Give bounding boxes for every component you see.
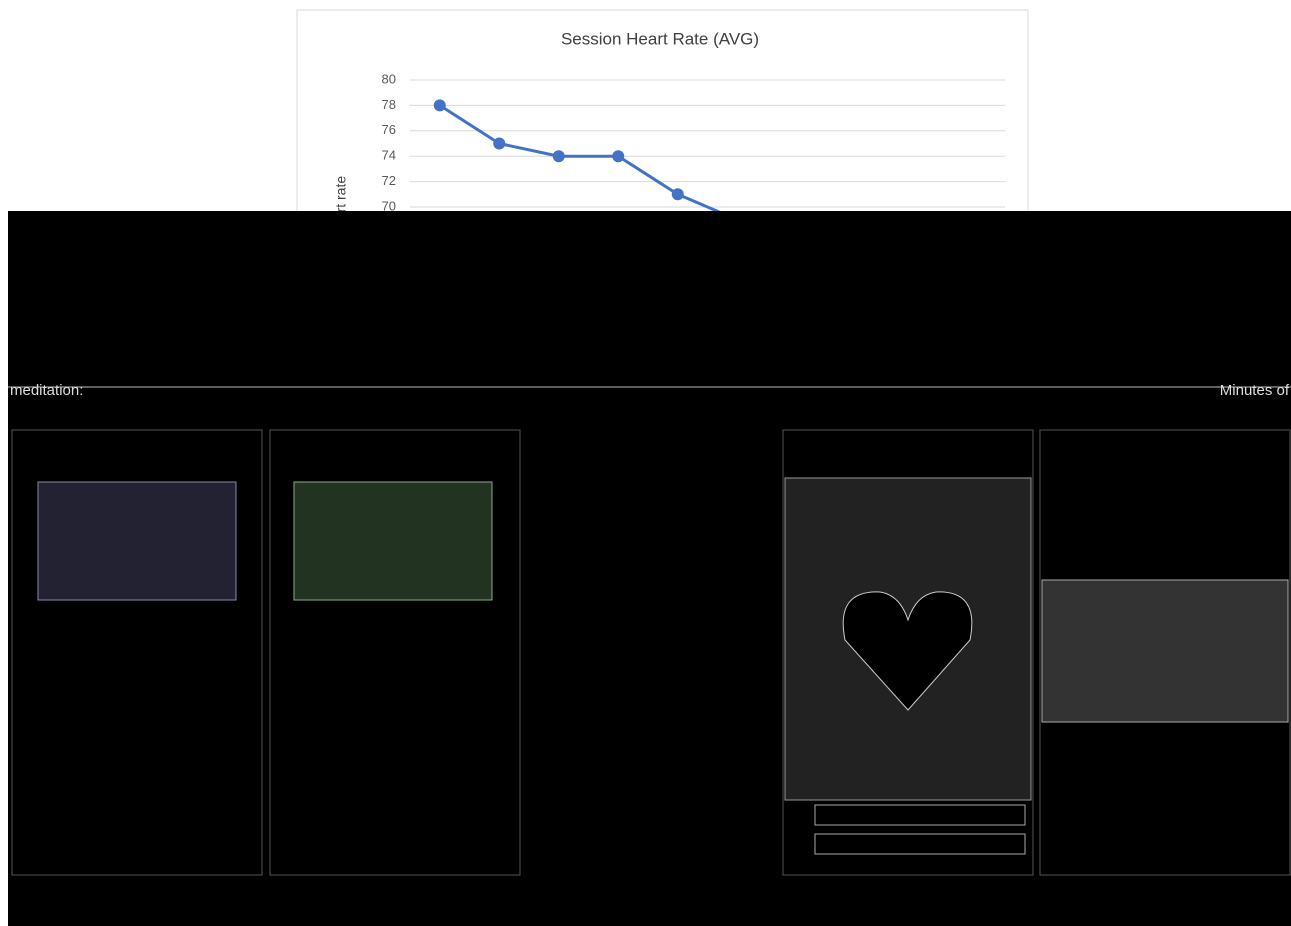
grass-image [294, 482, 492, 600]
y-tick-label: 78 [382, 97, 396, 112]
y-tick-label: 72 [382, 173, 396, 188]
video-frame [1042, 580, 1288, 722]
data-point [434, 99, 446, 111]
flower-image [38, 482, 236, 600]
data-point [672, 188, 684, 200]
document-screenshot: meditation: Minutes of [8, 211, 1291, 926]
page: Session Heart Rate (AVG) Heart rate 6062… [0, 0, 1291, 926]
left-heading: meditation: [10, 382, 83, 399]
right-heading: Minutes of [1220, 382, 1290, 399]
y-tick-label: 76 [382, 122, 396, 137]
y-tick-label: 80 [382, 71, 396, 86]
chart-title: Session Heart Rate (AVG) [561, 29, 759, 48]
data-point [493, 138, 505, 150]
data-point [612, 150, 624, 162]
y-tick-label: 74 [382, 148, 396, 163]
screen: Session Heart Rate (AVG) Heart rate 6062… [0, 0, 1291, 926]
data-point [553, 150, 565, 162]
